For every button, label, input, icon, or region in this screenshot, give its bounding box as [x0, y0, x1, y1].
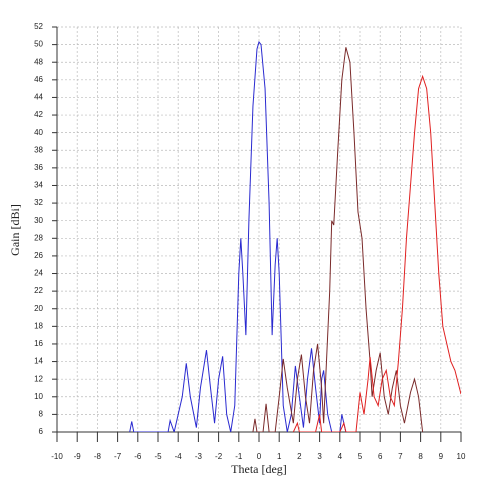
y-tick-label: 18	[34, 321, 43, 330]
x-tick-label: -2	[215, 452, 223, 461]
y-tick-label: 34	[34, 181, 43, 190]
x-tick-label: 4	[338, 452, 343, 461]
y-tick-label: 16	[34, 339, 43, 348]
x-tick-label: -7	[114, 452, 122, 461]
y-tick-label: 32	[34, 198, 43, 207]
series-line	[292, 74, 461, 432]
series-line	[252, 47, 424, 432]
y-axis-label: Gain [dBi]	[8, 204, 22, 256]
y-tick-label: 30	[34, 216, 43, 225]
x-tick-label: 6	[378, 452, 383, 461]
x-tick-label: 0	[257, 452, 262, 461]
x-tick-label: -1	[235, 452, 243, 461]
x-tick-label: -6	[134, 452, 142, 461]
y-tick-label: 48	[34, 57, 43, 66]
y-tick-label: 50	[34, 40, 43, 49]
x-tick-label: 8	[418, 452, 423, 461]
y-tick-label: 14	[34, 357, 43, 366]
x-tick-label: 7	[398, 452, 403, 461]
y-tick-label: 38	[34, 145, 43, 154]
x-tick-label: -5	[154, 452, 162, 461]
x-tick-label: 10	[457, 452, 466, 461]
y-tick-label: 40	[34, 128, 43, 137]
y-tick-label: 44	[34, 93, 43, 102]
y-tick-label: 22	[34, 286, 43, 295]
plot-area	[129, 40, 461, 432]
x-axis-label: Theta [deg]	[231, 462, 287, 476]
x-tick-label: -8	[94, 452, 102, 461]
y-tick-label: 28	[34, 233, 43, 242]
x-tick-label: 9	[439, 452, 444, 461]
y-tick-label: 52	[34, 22, 43, 31]
y-tick-label: 10	[34, 392, 43, 401]
series-line	[129, 40, 347, 432]
x-tick-label: -10	[51, 452, 63, 461]
x-tick-label: -9	[74, 452, 82, 461]
y-tick-label: 26	[34, 251, 43, 260]
x-tick-label: 2	[297, 452, 302, 461]
y-tick-label: 24	[34, 269, 43, 278]
y-tick-label: 12	[34, 374, 43, 383]
y-tick-label: 6	[39, 427, 44, 436]
x-tick-label: 3	[317, 452, 322, 461]
y-tick-label: 8	[39, 410, 44, 419]
y-tick-label: 46	[34, 75, 43, 84]
x-tick-label: -3	[195, 452, 203, 461]
y-tick-label: 20	[34, 304, 43, 313]
x-tick-label: -4	[175, 452, 183, 461]
x-tick-label: 5	[358, 452, 363, 461]
y-tick-label: 36	[34, 163, 43, 172]
y-tick-label: 42	[34, 110, 43, 119]
x-tick-label: 1	[277, 452, 282, 461]
